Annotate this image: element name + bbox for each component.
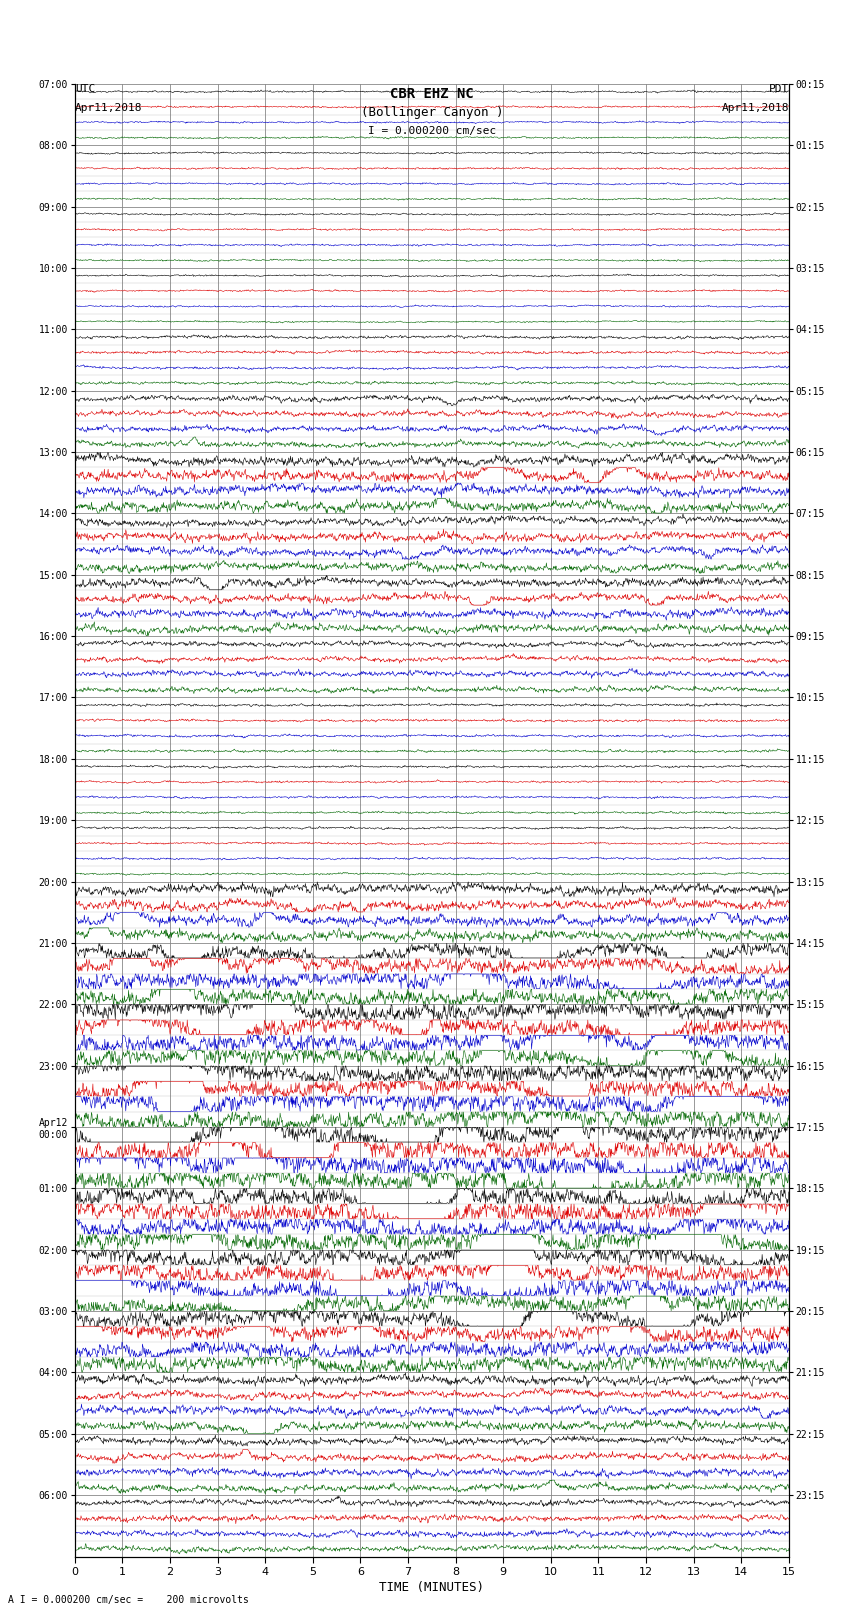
Text: (Bollinger Canyon ): (Bollinger Canyon ) (360, 106, 503, 119)
Text: Apr11,2018: Apr11,2018 (75, 103, 142, 113)
Text: PDT: PDT (768, 84, 789, 94)
Text: CBR EHZ NC: CBR EHZ NC (390, 87, 473, 102)
Text: Apr11,2018: Apr11,2018 (722, 103, 789, 113)
Text: I = 0.000200 cm/sec: I = 0.000200 cm/sec (368, 126, 496, 135)
Text: UTC: UTC (75, 84, 95, 94)
Text: A I = 0.000200 cm/sec =    200 microvolts: A I = 0.000200 cm/sec = 200 microvolts (8, 1595, 249, 1605)
X-axis label: TIME (MINUTES): TIME (MINUTES) (379, 1581, 484, 1594)
